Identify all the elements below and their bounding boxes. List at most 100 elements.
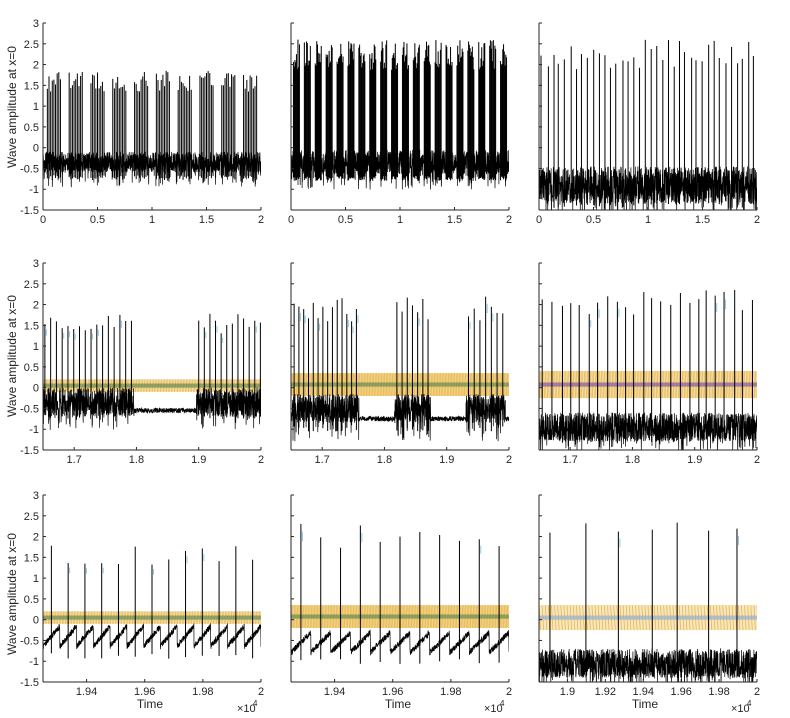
x-tick-label: 1.96 (382, 686, 403, 698)
x-tick-label: 1.9 (439, 454, 454, 466)
x-tick-label: 2 (506, 214, 512, 226)
y-tick-label: 2 (33, 532, 39, 544)
x-tick-label: 2 (754, 454, 760, 466)
plot-area (539, 290, 757, 450)
y-tick-label: 2.5 (24, 511, 39, 523)
xlabel-col3: Time (632, 697, 659, 711)
x-tick-label: 1 (149, 214, 155, 226)
x-tick-label: 0 (40, 214, 46, 226)
y-tick-label: 0 (33, 383, 39, 395)
overlay-band (539, 605, 757, 631)
y-tick-label: -1.5 (20, 677, 39, 689)
subplot-r2c2: 1.7 1.8 1.9 2 (290, 262, 512, 466)
band-center-line (539, 382, 757, 387)
exponent-power: 4 (253, 699, 258, 708)
axes: 1.7 1.8 1.9 2 -1.5 -1 -0.5 0 0.5 1 1.5 2 2.5 3 (20, 258, 264, 466)
x-tick-label: 1.8 (129, 454, 144, 466)
x-tick-label: 1.92 (595, 686, 616, 698)
y-tick-label: -1 (29, 656, 39, 668)
y-tick-label: 3 (33, 258, 39, 270)
x-tick-label: 0 (536, 214, 542, 226)
x-tick-label: 1.94 (324, 686, 345, 698)
band-center-line (539, 615, 757, 620)
subplot-grid: 0 0.5 1 1.5 2 -1.5 -1 -0.5 0 0.5 1 1.5 2 2.5 3 0 0.5 1 1.5… (20, 18, 760, 698)
x-tick-label: 1.98 (708, 686, 729, 698)
exponent-base: ×10 (731, 703, 750, 715)
axes: 1.94 1.96 1.98 2 -1.5 -1 -0.5 0 0.5 1 1.5 2 2.5 3 (20, 490, 264, 698)
exponent-base: ×10 (237, 703, 256, 715)
subplot-r1c3: 0 0.5 1 1.5 2 (536, 22, 760, 226)
overlay-band (291, 373, 509, 397)
exponent-power: 4 (500, 699, 505, 708)
y-tick-label: -0.5 (20, 163, 39, 175)
x-tick-label: 1.9 (560, 686, 575, 698)
overlay-band (539, 370, 757, 399)
y-tick-label: 1 (33, 341, 39, 353)
y-tick-label: 0.5 (24, 594, 39, 606)
x-tick-label: 1.98 (440, 686, 461, 698)
exponent-label-r1c3: ×10 4 (731, 699, 752, 715)
y-tick-label: 3 (33, 18, 39, 30)
y-tick-label: 0.5 (24, 362, 39, 374)
x-tick-label: 2 (506, 686, 512, 698)
plot-area (291, 296, 509, 442)
subplot-r2c1: 1.7 1.8 1.9 2 -1.5 -1 -0.5 0 0.5 1 1.5 2 2.5 3 (20, 258, 264, 466)
x-tick-label: 1.9 (687, 454, 702, 466)
y-tick-label: -1 (29, 184, 39, 196)
subplot-r3c1: 1.94 1.96 1.98 2 -1.5 -1 -0.5 0 0.5 1 1.5 2 2.5 3 (20, 490, 264, 698)
x-tick-label: 0 (288, 214, 294, 226)
x-tick-label: 1.9 (191, 454, 206, 466)
signal-trace (291, 393, 509, 442)
x-tick-label: 2 (258, 214, 264, 226)
y-tick-label: 0 (33, 143, 39, 155)
axes: 1.9 1.92 1.94 1.96 1.98 2 (538, 494, 760, 698)
y-tick-label: 0.5 (24, 122, 39, 134)
y-tick-label: 1.5 (24, 80, 39, 92)
y-tick-label: 2 (33, 60, 39, 72)
x-tick-label: 1.5 (447, 214, 462, 226)
plot-area (291, 524, 509, 664)
y-tick-label: 2 (33, 300, 39, 312)
x-tick-label: 1.94 (633, 686, 654, 698)
x-tick-label: 1 (397, 214, 403, 226)
signal-trace (539, 647, 757, 682)
axes: 0 0.5 1 1.5 2 (288, 22, 512, 226)
band-center-line (291, 382, 509, 387)
exponent-label-r1c2: ×10 4 (484, 699, 505, 715)
x-tick-label: 1 (645, 214, 651, 226)
x-tick-label: 1.8 (377, 454, 392, 466)
y-tick-label: 1.5 (24, 552, 39, 564)
signal-trace (539, 166, 757, 210)
x-tick-label: 1.96 (134, 686, 155, 698)
overlay-band (43, 379, 261, 392)
axes: 1.94 1.96 1.98 2 (290, 494, 512, 698)
x-tick-label: 0.5 (338, 214, 353, 226)
ylabel-row2: Wave amplitude at x=0 (5, 295, 19, 417)
x-tick-label: 1.98 (192, 686, 213, 698)
y-tick-label: -0.5 (20, 403, 39, 415)
exponent-base: ×10 (484, 703, 503, 715)
y-tick-label: -0.5 (20, 635, 39, 647)
x-tick-label: 1.7 (314, 454, 329, 466)
axes: 0 0.5 1 1.5 2 -1.5 -1 -0.5 0 0.5 1 1.5 2 2.5 3 (20, 18, 264, 226)
ylabel-row3: Wave amplitude at x=0 (5, 533, 19, 655)
x-tick-label: 1.94 (76, 686, 97, 698)
x-tick-label: 1.5 (199, 214, 214, 226)
subplot-r1c2: 0 0.5 1 1.5 2 (288, 22, 512, 226)
plot-area (291, 39, 509, 190)
y-tick-label: 0 (33, 615, 39, 627)
x-tick-label: 1.8 (625, 454, 640, 466)
band-center-line (43, 383, 261, 388)
axes: 0 0.5 1 1.5 2 (536, 22, 760, 226)
x-tick-label: 1.7 (66, 454, 81, 466)
exponent-label-r1c1: ×10 4 (237, 699, 258, 715)
y-tick-label: -1 (29, 424, 39, 436)
signal-trace (539, 412, 757, 450)
x-tick-label: 1.5 (695, 214, 710, 226)
y-tick-label: 1.5 (24, 320, 39, 332)
plot-area (43, 70, 261, 188)
axes: 1.7 1.8 1.9 2 (290, 262, 512, 466)
subplot-r1c1: 0 0.5 1 1.5 2 -1.5 -1 -0.5 0 0.5 1 1.5 2 2.5 3 (20, 18, 264, 226)
x-tick-label: 0.5 (586, 214, 601, 226)
